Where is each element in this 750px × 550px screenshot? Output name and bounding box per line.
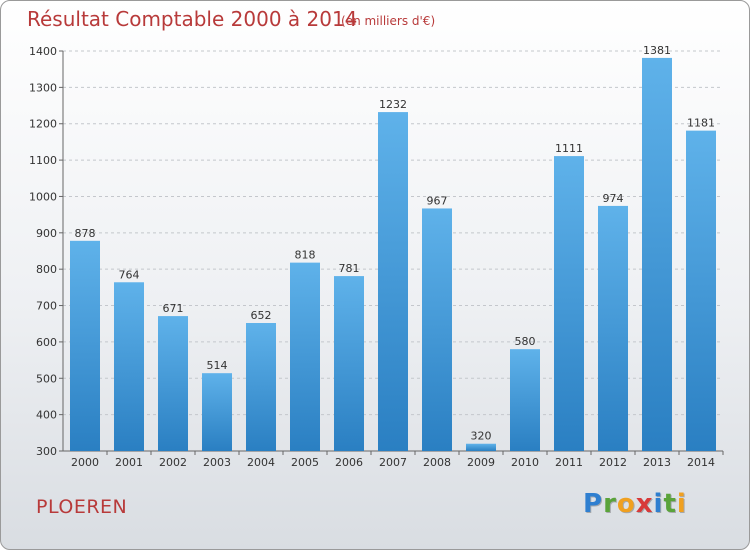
x-tick-label: 2007 (379, 456, 407, 469)
bar (114, 282, 144, 451)
y-tick-label: 400 (36, 409, 57, 422)
y-tick-label: 1200 (29, 118, 57, 131)
data-label: 818 (295, 249, 316, 262)
chart-subtitle: (en milliers d'€) (341, 14, 436, 28)
x-tick-label: 2009 (467, 456, 495, 469)
bar (554, 156, 584, 451)
bar (686, 130, 716, 452)
bar (158, 316, 188, 451)
x-tick-label: 2008 (423, 456, 451, 469)
x-tick-label: 2014 (687, 456, 715, 469)
y-tick-label: 300 (36, 445, 57, 458)
bar (642, 57, 672, 452)
x-tick-label: 2011 (555, 456, 583, 469)
bar (334, 276, 364, 451)
logo-letter: t (663, 489, 677, 519)
data-label: 1232 (379, 98, 407, 111)
y-tick-label: 1100 (29, 154, 57, 167)
data-label: 320 (471, 430, 492, 443)
x-tick-label: 2001 (115, 456, 143, 469)
x-tick-label: 2003 (203, 456, 231, 469)
logo-letter: x (635, 489, 654, 519)
x-tick-label: 2010 (511, 456, 539, 469)
proxiti-logo: Proxiti (583, 489, 687, 519)
data-label: 514 (207, 359, 228, 372)
logo-letter: i (653, 489, 664, 519)
data-label: 781 (339, 262, 360, 275)
bar (378, 112, 408, 451)
city-name: PLOEREN (36, 496, 128, 518)
y-tick-label: 1000 (29, 190, 57, 203)
data-label: 580 (515, 335, 536, 348)
data-label: 1381 (643, 44, 671, 57)
logo-letter: r (603, 489, 617, 519)
x-tick-label: 2012 (599, 456, 627, 469)
x-tick-label: 2006 (335, 456, 363, 469)
data-label: 764 (119, 268, 140, 281)
y-tick-label: 1400 (29, 45, 57, 58)
data-label: 652 (251, 309, 272, 322)
bar (290, 262, 320, 451)
data-label: 974 (603, 192, 624, 205)
x-tick-label: 2002 (159, 456, 187, 469)
x-tick-label: 2004 (247, 456, 275, 469)
x-tick-label: 2005 (291, 456, 319, 469)
bar (466, 443, 496, 451)
bar (246, 323, 276, 451)
y-tick-label: 800 (36, 263, 57, 276)
y-tick-label: 500 (36, 372, 57, 385)
y-tick-label: 700 (36, 300, 57, 313)
logo-letter: i (676, 489, 687, 519)
bar (598, 205, 628, 451)
bars (70, 57, 716, 452)
labels: 300 400 500 600 700 800 900 1000 1100 1200 1300 140… (29, 44, 715, 469)
x-tick-label: 2000 (71, 456, 99, 469)
data-label: 671 (163, 302, 184, 315)
data-label: 967 (427, 194, 448, 207)
bar (202, 373, 232, 451)
bar (422, 208, 452, 451)
data-label: 1181 (687, 117, 715, 130)
chart-title: Résultat Comptable 2000 à 2014 (27, 7, 358, 31)
data-label: 878 (75, 227, 96, 240)
data-label: 1111 (555, 142, 583, 155)
x-tick-label: 2013 (643, 456, 671, 469)
y-tick-label: 900 (36, 227, 57, 240)
logo-letter: o (616, 489, 636, 519)
logo-letter: P (583, 489, 604, 519)
bar (70, 240, 100, 451)
bar (510, 349, 540, 451)
y-tick-label: 1300 (29, 81, 57, 94)
y-tick-label: 600 (36, 336, 57, 349)
